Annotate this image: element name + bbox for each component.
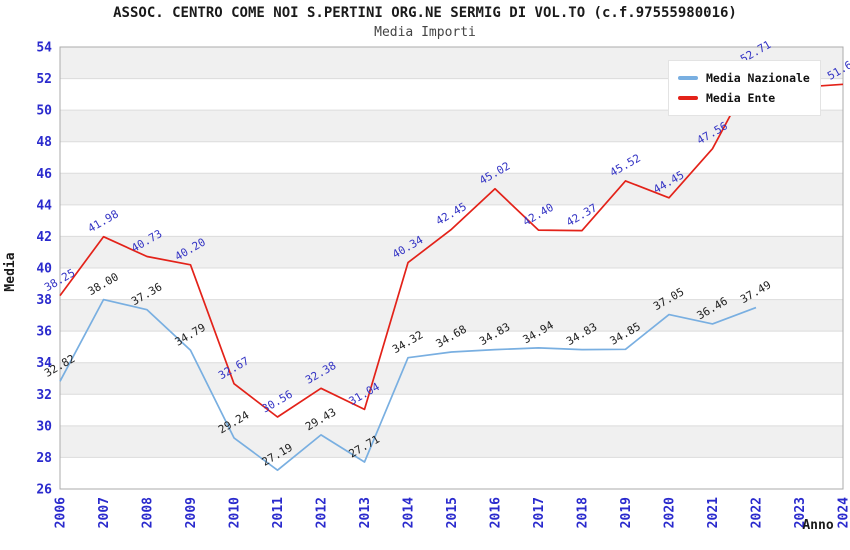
- grid-band: [60, 173, 843, 205]
- x-tick-label: 2012: [315, 497, 330, 528]
- x-tick-label: 2010: [228, 497, 243, 528]
- x-tick-label: 2020: [663, 497, 678, 528]
- series-line-media-ente: [59, 66, 844, 418]
- x-tick-label: 2022: [750, 497, 765, 528]
- x-tick-label: 2016: [489, 497, 504, 528]
- legend-swatch-media-nazionale-icon: [678, 76, 698, 80]
- legend-item-media-ente: Media Ente: [678, 88, 810, 108]
- chart-title: ASSOC. CENTRO COME NOI S.PERTINI ORG.NE …: [113, 5, 737, 21]
- data-label: 34.32: [390, 328, 425, 356]
- legend-item-media-nazionale: Media Nazionale: [678, 68, 810, 88]
- y-tick-label: 30: [36, 419, 52, 434]
- x-tick-label: 2017: [532, 497, 547, 528]
- x-tick-label: 2009: [184, 497, 199, 528]
- x-tick-label: 2013: [358, 497, 373, 528]
- x-tick-label: 2008: [141, 497, 156, 528]
- y-tick-label: 54: [36, 41, 52, 56]
- x-tick-label: 2015: [445, 497, 460, 528]
- y-tick-label: 44: [36, 198, 52, 213]
- x-tick-label: 2019: [619, 497, 634, 528]
- y-tick-label: 28: [36, 451, 52, 466]
- x-tick-label: 2021: [706, 497, 721, 528]
- x-tick-label: 2011: [271, 497, 286, 528]
- y-tick-label: 26: [36, 483, 52, 498]
- grid-band: [60, 236, 843, 268]
- legend-swatch-media-ente-icon: [678, 96, 698, 100]
- y-tick-label: 50: [36, 104, 52, 119]
- y-tick-label: 34: [36, 356, 52, 371]
- y-tick-label: 40: [36, 262, 52, 277]
- x-tick-label: 2018: [576, 497, 591, 528]
- data-label: 38.00: [86, 270, 121, 298]
- series-line-media-nazionale: [59, 298, 757, 472]
- grid-band: [60, 299, 843, 332]
- chart-subtitle: Media Importi: [374, 25, 476, 40]
- x-tick-label: 2024: [837, 497, 850, 528]
- x-tick-label: 2014: [402, 497, 417, 528]
- y-axis-title: Media: [3, 252, 18, 291]
- plot-border: [59, 46, 844, 490]
- x-axis-title: Anno: [802, 518, 833, 533]
- y-tick-label: 52: [36, 72, 52, 87]
- grid-band: [60, 425, 843, 458]
- y-tick-label: 38: [36, 293, 52, 308]
- y-tick-label: 48: [36, 135, 52, 150]
- data-label: 41.98: [86, 207, 121, 235]
- x-tick-label: 2023: [793, 497, 808, 528]
- legend-label-media-nazionale: Media Nazionale: [706, 71, 810, 85]
- y-tick-label: 32: [36, 388, 52, 403]
- x-tick-label: 2006: [54, 497, 69, 528]
- legend-label-media-ente: Media Ente: [706, 91, 776, 105]
- y-tick-label: 36: [36, 325, 52, 340]
- x-tick-label: 2007: [97, 497, 112, 528]
- data-label: 42.37: [564, 201, 599, 229]
- y-tick-label: 46: [36, 167, 52, 182]
- y-tick-label: 42: [36, 230, 52, 245]
- legend: Media Nazionale Media Ente: [668, 60, 821, 116]
- grid-band: [60, 362, 843, 395]
